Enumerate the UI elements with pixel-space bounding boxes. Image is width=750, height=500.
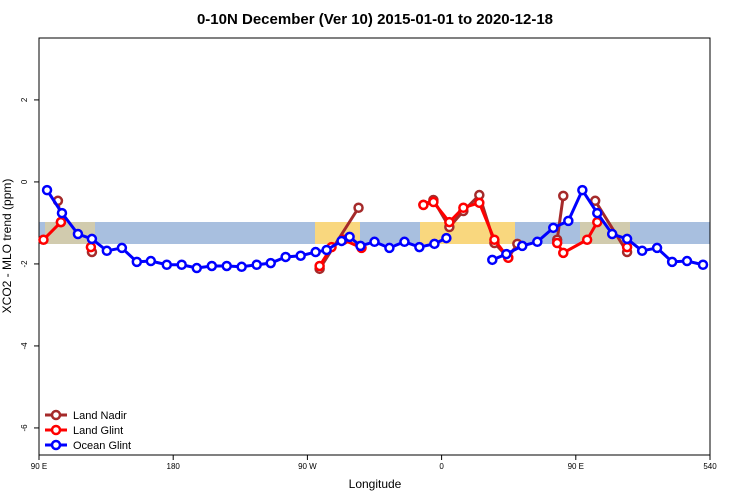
data-point <box>532 236 543 248</box>
data-point <box>38 234 49 245</box>
data-point <box>86 233 98 245</box>
data-point <box>487 254 498 266</box>
data-point <box>101 245 113 257</box>
legend-marker <box>50 409 62 421</box>
x-tick-label: 0 <box>439 462 444 471</box>
data-point <box>429 238 440 250</box>
data-point <box>251 259 262 270</box>
data-point <box>414 241 425 253</box>
data-point <box>41 184 53 196</box>
data-point <box>444 216 455 228</box>
y-tick-label: -2 <box>20 260 29 268</box>
data-point <box>131 256 143 268</box>
chart-title: 0-10N December (Ver 10) 2015-01-01 to 20… <box>197 11 553 28</box>
x-tick-label: 180 <box>167 462 181 471</box>
data-point <box>280 251 291 263</box>
y-tick-label: -6 <box>20 424 29 432</box>
data-point <box>355 240 366 252</box>
data-point <box>581 234 593 245</box>
data-point <box>681 255 693 267</box>
data-point <box>314 260 325 272</box>
data-point <box>56 207 68 219</box>
data-point <box>651 242 663 254</box>
data-point <box>191 262 203 274</box>
data-point <box>369 236 380 248</box>
data-point <box>236 261 247 273</box>
data-point <box>344 231 355 243</box>
data-point <box>221 260 232 272</box>
data-point <box>206 260 218 272</box>
data-point <box>563 215 574 227</box>
x-tick-label: 90 W <box>298 462 317 471</box>
data-point <box>176 259 187 270</box>
data-point <box>161 259 173 270</box>
legend: Land Nadir Land Glint Ocean Glint <box>45 409 131 452</box>
data-point <box>489 234 500 245</box>
data-point <box>72 228 84 240</box>
y-tick-label: 0 <box>20 179 29 184</box>
data-point <box>548 222 559 234</box>
data-point <box>474 197 485 209</box>
data-point <box>418 199 429 211</box>
data-point <box>558 190 569 202</box>
data-point <box>428 196 439 208</box>
data-point <box>551 237 563 249</box>
y-tick-label: -4 <box>20 342 29 350</box>
data-point <box>295 250 306 261</box>
data-point <box>558 247 569 259</box>
legend-marker <box>50 424 62 436</box>
data-point <box>145 255 157 267</box>
data-point <box>85 241 97 253</box>
y-tick-label: 2 <box>20 97 29 102</box>
x-tick-label: 90 E <box>31 462 47 471</box>
legend-marker <box>50 439 62 451</box>
data-point <box>501 248 512 260</box>
data-point <box>116 242 128 254</box>
data-point <box>517 240 528 252</box>
x-tick-label: 90 E <box>568 462 584 471</box>
data-point <box>606 228 618 240</box>
plot-frame <box>38 37 711 456</box>
legend-label: Land Glint <box>73 425 123 437</box>
data-point <box>697 259 709 270</box>
y-axis-label: XCO2 - MLO trend (ppm) <box>0 179 14 314</box>
data-point <box>621 233 633 245</box>
data-point <box>353 202 364 214</box>
data-point <box>441 232 452 244</box>
land-patch <box>45 222 95 244</box>
data-point <box>666 256 678 268</box>
x-tick-label: 540 <box>703 462 717 471</box>
legend-label: Ocean Glint <box>73 440 131 452</box>
data-point <box>589 195 601 207</box>
x-axis-label: Longitude <box>349 477 402 491</box>
data-point <box>384 242 395 254</box>
data-point <box>577 184 588 196</box>
data-point <box>336 235 347 247</box>
data-point <box>55 216 67 228</box>
data-point <box>458 202 469 214</box>
data-point <box>399 236 410 248</box>
data-point <box>621 241 633 253</box>
legend-label: Land Nadir <box>73 410 127 422</box>
data-point <box>310 246 321 258</box>
data-point <box>636 245 648 257</box>
data-point <box>321 244 332 256</box>
data-point <box>592 207 603 219</box>
data-point <box>265 257 276 269</box>
